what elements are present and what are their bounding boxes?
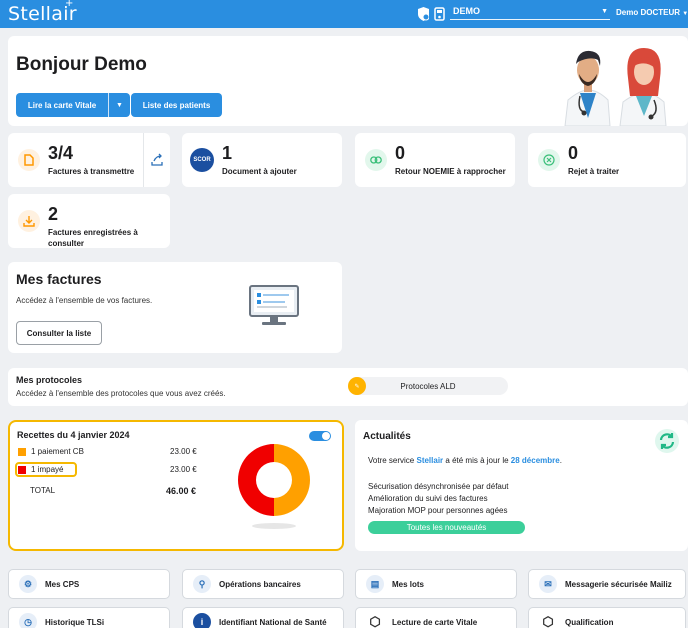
shortcut-label: Lecture de carte Vitale [392,617,478,627]
stat-value: 2 [48,204,59,224]
donut-slice [274,444,310,516]
user-menu[interactable]: Demo DOCTEUR ▼ [616,8,688,17]
shortcut-label: Qualification [565,617,614,627]
shortcut-label: Mes lots [392,579,425,589]
protocols-card: Mes protocoles Accédez à l'ensemble des … [8,368,688,406]
read-vitale-card-button[interactable]: Lire la carte Vitale [16,93,108,117]
invoices-title: Mes factures [16,271,102,287]
context-select[interactable]: DEMO ▼ [450,6,610,20]
stat-value: 0 [568,143,579,163]
news-date: 28 décembre [510,456,560,465]
news-card: Actualités Votre service Stellair a été … [355,420,688,551]
app-logo[interactable]: Stellair + [8,0,77,25]
shortcut-lots[interactable]: ▤ Mes lots [355,569,517,599]
protocols-ald-button[interactable]: Protocoles ALD [348,377,508,395]
total-label: TOTAL [30,486,56,495]
stat-label: Factures à transmettre [48,167,135,176]
receipt-amount: 23.00 € [170,465,197,474]
news-list: Sécurisation désynchronisée par défaut A… [368,481,509,517]
chevron-down-icon[interactable]: ▼ [108,93,130,117]
shortcut-cps[interactable]: ⚙ Mes CPS [8,569,170,599]
stat-value: 0 [395,143,406,163]
receipt-amount: 23.00 € [170,447,197,456]
monitor-icon [249,285,299,325]
gear-icon: ⚙ [19,575,37,593]
mail-icon: ✉ [539,575,557,593]
protocols-title: Mes protocoles [16,375,83,385]
news-intro-mid: a été mis à jour le [445,456,509,465]
link-icon [365,149,387,171]
ins-icon: i [193,613,211,628]
top-bar: Stellair + DEMO ▼ Demo DOCTEUR ▼ [0,0,688,28]
shortcut-label: Messagerie sécurisée Mailiz [565,579,672,589]
lots-icon: ▤ [366,575,384,593]
news-intro-suffix: . [559,456,562,465]
welcome-card: Bonjour Demo Lire la carte Vitale ▼ List… [8,36,688,126]
receipt-label: 1 impayé [31,465,64,474]
daily-receipts-card: Recettes du 4 janvier 2024 1 paiement CB… [8,420,344,551]
news-intro: Votre service Stellair a été mis à jour … [368,456,562,465]
document-icon [18,149,40,171]
all-news-button[interactable]: Toutes les nouveautés [368,521,525,534]
stat-noemie-return[interactable]: 0 Retour NOEMIE à rapprocher [355,133,515,187]
cube-icon: ⬡ [539,613,557,628]
stat-value: 3/4 [48,143,74,163]
shortcut-label: Historique TLSi [45,617,105,627]
cube-icon: ⬡ [366,613,384,628]
stat-rejections[interactable]: 0 Rejet à traiter [528,133,686,187]
receipts-title: Recettes du 4 janvier 2024 [17,430,130,440]
stat-label: Retour NOEMIE à rapprocher [395,167,506,176]
shortcut-vitale-reading[interactable]: ⬡ Lecture de carte Vitale [355,607,517,628]
legend-swatch [18,447,26,456]
shortcut-bank-operations[interactable]: ⚲ Opérations bancaires [182,569,344,599]
protocols-subtitle: Accédez à l'ensemble des protocoles que … [16,389,226,398]
shortcut-mailiz[interactable]: ✉ Messagerie sécurisée Mailiz [528,569,686,599]
refresh-icon[interactable] [654,428,680,454]
stat-saved-invoices[interactable]: 2 Factures enregistrées à consulter [8,194,170,248]
stat-label: Rejet à traiter [568,167,620,176]
news-brand: Stellair [416,456,444,465]
news-item: Amélioration du suivi des factures [368,494,488,503]
card-reader-icon[interactable] [434,7,445,21]
send-icon[interactable] [150,153,164,167]
receipt-row-unpaid: 1 impayé [18,465,63,474]
scor-icon: SCOR [190,148,214,172]
shortcut-tlsi-history[interactable]: ◷ Historique TLSi [8,607,170,628]
invoices-subtitle: Accédez à l'ensemble de vos factures. [16,296,153,305]
invoices-card: Mes factures Accédez à l'ensemble de vos… [8,262,342,353]
welcome-title: Bonjour Demo [16,54,147,75]
stat-invoices-to-send[interactable]: 3/4 Factures à transmettre [8,133,170,187]
bank-search-icon: ⚲ [193,575,211,593]
total-amount: 46.00 € [166,486,197,496]
news-title: Actualités [363,431,411,442]
pill-icon: ✎ [348,377,366,395]
donut-slice [238,444,274,516]
shortcut-qualification[interactable]: ⬡ Qualification [528,607,686,628]
close-circle-icon [538,149,560,171]
stat-label: Factures enregistrées à consulter [48,228,138,248]
view-invoices-button[interactable]: Consulter la liste [16,321,102,345]
protocols-ald-label: Protocoles ALD [400,381,456,391]
stat-label: Document à ajouter [222,167,297,176]
news-intro-prefix: Votre service [368,456,415,465]
stat-document-to-add[interactable]: SCOR 1 Document à ajouter [182,133,342,187]
receipts-donut-chart [238,444,310,529]
news-item: Majoration MOP pour personnes agées [368,506,508,515]
receipt-label: 1 paiement CB [31,447,84,456]
stat-value: 1 [222,143,233,163]
legend-swatch [18,465,26,474]
doctors-illustration [564,48,667,126]
download-icon [18,210,40,232]
chart-toggle[interactable] [309,431,331,441]
shortcut-label: Identifiant National de Santé [219,617,327,627]
security-shield-icon[interactable] [418,7,429,21]
shortcut-label: Mes CPS [45,579,80,589]
unpaid-highlight [15,462,77,477]
shortcut-label: Opérations bancaires [219,579,301,589]
shortcut-ins[interactable]: i Identifiant National de Santé [182,607,344,628]
patient-list-button[interactable]: Liste des patients [131,93,222,117]
tlsi-icon: ◷ [19,613,37,628]
news-item: Sécurisation désynchronisée par défaut [368,482,509,491]
receipt-row-card-payment: 1 paiement CB [18,447,84,456]
